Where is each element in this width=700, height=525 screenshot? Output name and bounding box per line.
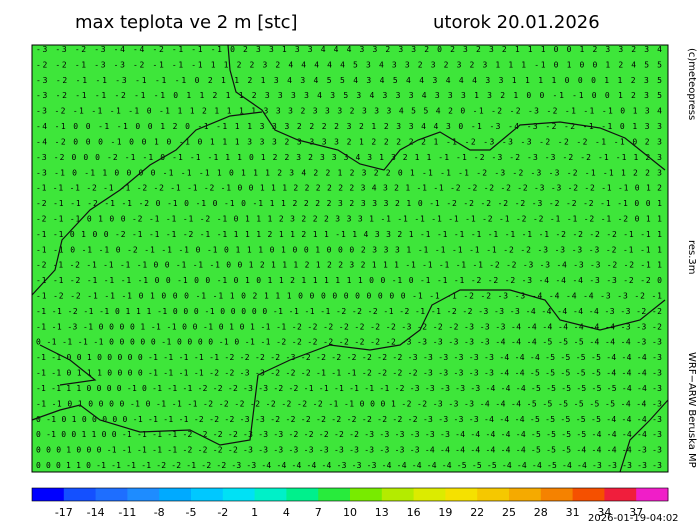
colorbar-label: 13 [375,506,389,519]
colorbar-label: 19 [438,506,452,519]
value-row: -2 -2 -1 -3 -3 -2 -1 -1 -1 1 1 2 2 3 2 4… [36,60,662,69]
value-row: -1 -1 0 1 1 1 0 0 0 0 -1 -1 -1 -1 -2 -2 … [36,369,662,378]
colorbar-label: 16 [407,506,421,519]
colorbar-segment [32,488,65,501]
colorbar-segment [63,488,97,501]
colorbar-segment [445,488,478,501]
model: WRF−ARW Beruska MP [686,352,697,468]
date: utorok 20.01.2026 [433,12,600,33]
colorbar-label: -17 [55,506,73,519]
colorbar-segment [318,488,351,501]
resolution: res.3m [686,240,697,275]
colorbar-segment [222,488,256,501]
colorbar-segment [509,488,542,501]
colorbar-segment [604,488,637,501]
value-row: 0 0 0 1 0 0 0 -1 -1 -1 -1 -1 -2 -2 -2 -2… [36,446,662,455]
value-row: -3 -1 0 -1 1 0 0 0 0 -1 -1 -1 1 0 1 1 1 … [36,168,662,177]
value-row: -2 -1 -1 -2 -1 -1 -2 0 -1 0 -1 0 -1 0 -1… [36,199,662,208]
colorbar-label: 25 [502,506,516,519]
colorbar-segment [127,488,160,501]
colorbar-label: 1 [251,506,258,519]
value-row: -3 -2 -1 -1 -2 -1 -1 0 1 1 2 1 1 2 3 3 3… [36,91,662,100]
map-area [32,45,668,472]
colorbar: -17 -14 -11 -8 -5 -2 1 4 7 10 13 16 19 22 25 28 31 34 37 [31,487,669,519]
timestamp: 2026-01-19-04:02 [588,513,679,524]
value-row: -2 -1 -1 0 1 0 0 -2 -1 -1 -1 -2 -1 0 1 1… [36,214,662,223]
colorbar-label: -8 [154,506,165,519]
map-frame [31,44,669,473]
colorbar-label: -5 [186,506,197,519]
colorbar-label: 7 [315,506,322,519]
colorbar-segment [191,488,224,501]
borders [31,44,669,473]
value-row: -1 -1 0 0 1 0 0 0 0 0 -1 -1 -1 -1 -1 -2 … [36,353,662,362]
value-row: -1 -1 0 -1 -1 0 -2 -1 -1 -1 0 -1 0 1 1 1… [36,245,662,254]
colorbar-label: 37 [629,506,643,519]
colorbar-label: -14 [87,506,105,519]
value-row: 0 -1 -1 -1 -1 0 0 0 0 0 -1 0 0 0 0 -1 0 … [36,338,662,347]
colorbar-label: -2 [217,506,228,519]
value-row: -2 -1 -2 -1 -1 -1 -1 0 0 -1 -1 -1 0 0 1 … [36,261,662,270]
colorbar-label: 34 [597,506,611,519]
value-row: -3 -2 -1 -1 -1 -1 0 -1 1 1 2 1 1 1 1 3 3… [36,107,662,116]
colorbar-label: 10 [343,506,357,519]
value-row: -3 -3 -2 -3 -4 -4 -2 -1 -1 -1 0 2 3 3 1 … [36,45,662,54]
value-row: -1 -1 0 1 0 0 0 0 -1 0 -1 -1 -1 -2 -2 -2… [36,399,662,408]
colorbar-label: 31 [566,506,580,519]
colorbar-segment [286,488,319,501]
colorbar-segment [540,488,574,501]
colorbar-label: 4 [283,506,290,519]
value-row: -1 -1 -2 -1 -1 0 1 1 1 -1 0 0 0 -1 0 0 0… [36,307,662,316]
value-row: 0 -1 0 0 1 1 0 0 -1 -1 -1 -1 -2 -2 -2 -2… [36,430,662,439]
value-row: -1 -1 0 1 0 0 -2 -1 -1 -1 -2 -1 -1 1 1 1… [36,230,662,239]
value-row: 0 0 0 1 1 0 -1 -1 -1 -1 -2 -2 -1 -2 -2 -… [36,461,662,470]
value-row: 0 -1 0 1 0 0 0 0 0 -1 -1 -1 -1 -2 -2 -2 … [36,415,662,424]
colorbar-segment [254,488,287,501]
value-row: -1 -2 -2 -1 -1 -1 0 1 0 0 0 -1 -1 1 0 2 … [36,292,662,301]
value-row: -1 -1 -3 -1 0 0 0 0 1 -1 -1 0 0 -1 0 1 0… [36,322,662,331]
colorbar-label: -11 [118,506,136,519]
value-row: -4 -1 0 0 -1 -1 0 0 1 2 0 -1 -1 1 1 3 3 … [36,122,662,131]
value-row: -4 -2 0 0 0 -1 0 0 1 0 -1 0 1 1 1 3 3 3 … [36,137,662,146]
colorbar-segment [350,488,383,501]
colorbar-label: 28 [534,506,548,519]
colorbar-segment [572,488,605,501]
colorbar-segment [159,488,192,501]
colorbar-segment [95,488,128,501]
copyright: (c)meteopress [686,48,697,120]
value-row: -1 -1 1 1 0 0 0 0 -1 0 -1 -1 -1 -2 -2 -2… [36,384,662,393]
colorbar-label: 22 [470,506,484,519]
colorbar-segment [636,488,669,501]
value-row: -1 -1 -1 -2 -1 -1 -2 -2 -1 -1 -2 -1 0 0 … [36,184,662,193]
value-row: -1 -1 -2 -1 -1 -1 -1 0 0 -1 0 0 -1 0 1 0… [36,276,662,285]
colorbar-segment [381,488,415,501]
value-row: -3 -2 -1 -1 -3 -1 -1 -1 0 2 1 1 2 1 3 4 … [36,76,662,85]
colorbar-segment [413,488,446,501]
colorbar-frame [31,487,669,502]
title: max teplota ve 2 m [stc] [75,12,298,33]
colorbar-segment [477,488,510,501]
